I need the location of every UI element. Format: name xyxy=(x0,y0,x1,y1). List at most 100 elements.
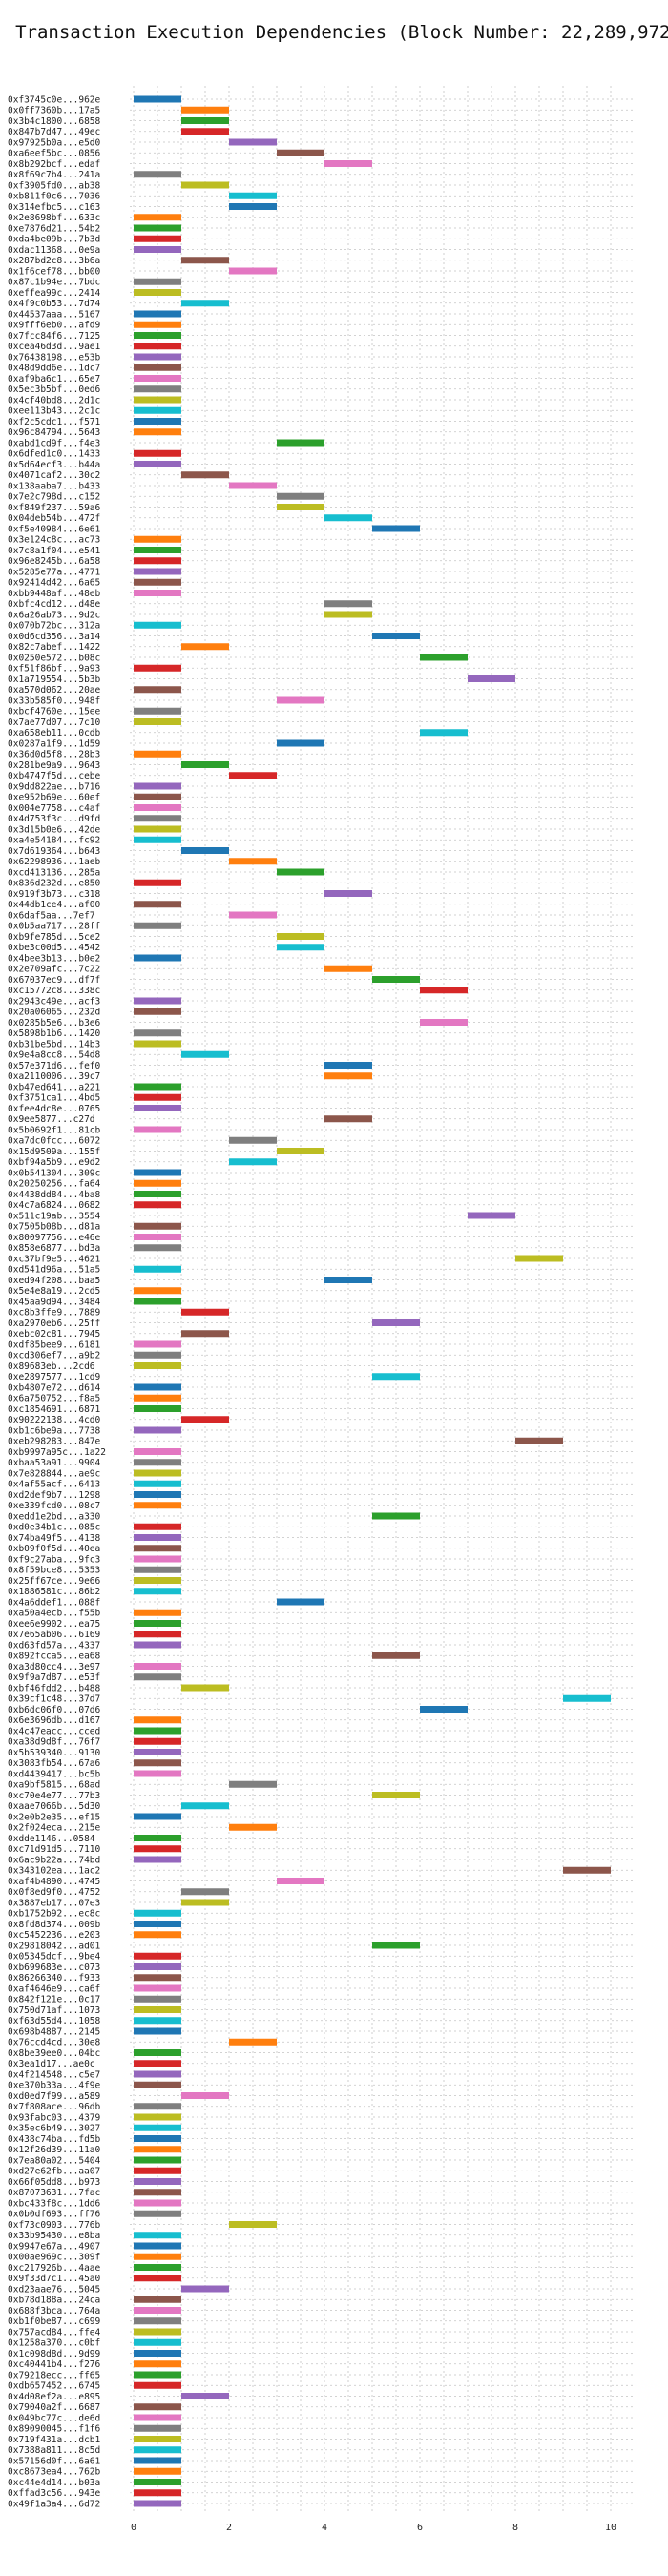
y-tick-label: 0x4a6ddef1...088f xyxy=(8,1597,100,1608)
y-tick-label: 0x12f26d39...11a0 xyxy=(8,2145,101,2155)
transaction-bar xyxy=(134,1835,181,1841)
transaction-bar xyxy=(134,1502,181,1509)
transaction-bar xyxy=(134,2414,181,2421)
transaction-bar xyxy=(134,825,181,833)
transaction-bar xyxy=(134,385,181,393)
x-tick-labels: 0 2 4 6 8 10 xyxy=(131,2523,616,2533)
transaction-bar xyxy=(134,707,181,715)
transaction-bar xyxy=(229,1136,277,1144)
y-tick-label: 0x9e4a8cc8...54d8 xyxy=(8,1050,101,1061)
transaction-bar xyxy=(181,471,229,479)
transaction-bar xyxy=(134,1952,181,1960)
transaction-bar xyxy=(134,2103,181,2110)
y-tick-label: 0x20250256...fa64 xyxy=(8,1179,101,1190)
y-tick-label: 0xf5e40984...6e61 xyxy=(8,524,101,534)
transaction-bar xyxy=(134,1469,181,1477)
transaction-bar xyxy=(134,2457,181,2464)
transaction-bar xyxy=(420,1019,468,1026)
transaction-bar xyxy=(134,171,181,178)
y-tick-label: 0x4d08ef2a...e895 xyxy=(8,2392,100,2402)
y-tick-label: 0xed94f208...baa5 xyxy=(8,1276,100,1286)
transaction-bar xyxy=(134,2264,181,2271)
transaction-bar xyxy=(134,2070,181,2078)
transaction-bar xyxy=(134,375,181,382)
transaction-bar xyxy=(372,525,420,532)
y-tick-label: 0x49f1a3a4...6d72 xyxy=(8,2499,100,2509)
transaction-bar xyxy=(324,600,372,608)
transaction-bar xyxy=(372,1942,420,1949)
transaction-bar xyxy=(134,1491,181,1498)
transaction-bar xyxy=(134,879,181,886)
transaction-bar xyxy=(134,1845,181,1853)
y-tick-label: 0x1886581c...86b2 xyxy=(8,1587,100,1597)
y-tick-label: 0xb699683e...c073 xyxy=(8,1963,100,1973)
y-tick-label: 0xbfc4cd12...d48e xyxy=(8,599,101,610)
y-tick-label: 0x44db1ce4...af00 xyxy=(8,900,101,910)
y-tick-label: 0x6dfed1c0...1433 xyxy=(8,449,100,460)
transaction-bar xyxy=(372,1792,420,1798)
y-tick-label: 0x7505b08b...d81a xyxy=(8,1222,100,1233)
y-tick-label: 0x76ccd4cd...30e8 xyxy=(8,2038,101,2048)
y-tick-label: 0x62298936...1aeb xyxy=(8,857,101,867)
y-tick-label: 0x3d15b0e6...42de xyxy=(8,824,101,835)
transaction-bar xyxy=(134,1093,181,1101)
transaction-bar xyxy=(134,1749,181,1755)
y-tick-label: 0xe339fcd0...08c7 xyxy=(8,1501,100,1511)
y-tick-label: 0x0250e572...b08c xyxy=(8,653,100,663)
transaction-bar xyxy=(134,2242,181,2250)
y-tick-label: 0xb1752b92...ec8c xyxy=(8,1909,100,1920)
transaction-bar xyxy=(134,1759,181,1767)
transaction-bar xyxy=(134,2296,181,2303)
transaction-bar xyxy=(134,343,181,350)
transaction-bar xyxy=(134,1234,181,1240)
y-tick-label: 0x8f69c7b4...241a xyxy=(8,170,100,180)
y-tick-label: 0x3887eb17...07e3 xyxy=(8,1898,100,1908)
y-tick-label: 0x919f3b73...c318 xyxy=(8,889,101,900)
transaction-bar xyxy=(134,1459,181,1466)
y-tick-label: 0xa6eef5bc...0856 xyxy=(8,149,101,159)
y-tick-label: 0x48d9dd6e...1dc7 xyxy=(8,364,100,374)
transaction-bar xyxy=(134,1287,181,1295)
transaction-bar xyxy=(468,1212,515,1219)
y-tick-label: 0x2e709afc...7c22 xyxy=(8,965,100,975)
transaction-bar xyxy=(134,1126,181,1133)
y-tick-label: 0xd2def9b7...1298 xyxy=(8,1490,101,1501)
y-tick-label: 0x049bc77c...de6d xyxy=(8,2413,100,2423)
y-tick-label: 0x698b4887...2145 xyxy=(8,2026,100,2037)
y-tick-label: 0x80097756...e46e xyxy=(8,1233,101,1243)
y-tick-label: 0x67037ec9...df7f xyxy=(8,975,100,986)
transaction-bar xyxy=(134,418,181,425)
y-tick-label: 0x33b95430...e8ba xyxy=(8,2231,100,2241)
y-tick-label: 0xa50a4ecb...f55b xyxy=(8,1609,101,1619)
y-tick-label: 0xa9bf5815...68ad xyxy=(8,1780,100,1791)
x-tick-label: 10 xyxy=(605,2523,616,2533)
transaction-bar xyxy=(134,1909,181,1917)
transaction-bar xyxy=(134,718,181,725)
transaction-bar xyxy=(134,557,181,565)
y-tick-label: 0xb1c6be9a...7738 xyxy=(8,1425,101,1436)
transaction-bar xyxy=(134,2489,181,2497)
y-tick-label: 0x9f9a7d87...e53f xyxy=(8,1672,100,1683)
transaction-bar xyxy=(515,1255,563,1262)
transaction-bar xyxy=(134,2178,181,2185)
y-tick-label: 0xabd1cd9f...f4e3 xyxy=(8,438,100,448)
y-tick-label: 0xb31be5bd...14b3 xyxy=(8,1039,100,1049)
transaction-bar xyxy=(134,1716,181,1724)
transaction-bar xyxy=(134,954,181,962)
transaction-bar xyxy=(420,987,468,994)
transaction-bar xyxy=(134,1813,181,1820)
y-tick-label: 0x1f6cef78...bb00 xyxy=(8,266,101,277)
transaction-bar xyxy=(134,2081,181,2088)
transaction-bar xyxy=(181,2393,229,2399)
transaction-bar xyxy=(372,1652,420,1659)
gridlines xyxy=(130,86,635,2513)
y-tick-label: 0xf73c0903...776b xyxy=(8,2220,101,2231)
transaction-bar xyxy=(134,224,181,232)
transaction-bar xyxy=(181,257,229,264)
y-tick-label: 0xf3745c0e...962e xyxy=(8,94,101,105)
y-tick-label: 0xf849f237...59a6 xyxy=(8,503,101,513)
transaction-bar xyxy=(134,1995,181,2003)
transaction-bar xyxy=(181,128,229,135)
y-tick-label: 0x4438dd84...4ba8 xyxy=(8,1190,101,1200)
transaction-bar xyxy=(134,1641,181,1649)
